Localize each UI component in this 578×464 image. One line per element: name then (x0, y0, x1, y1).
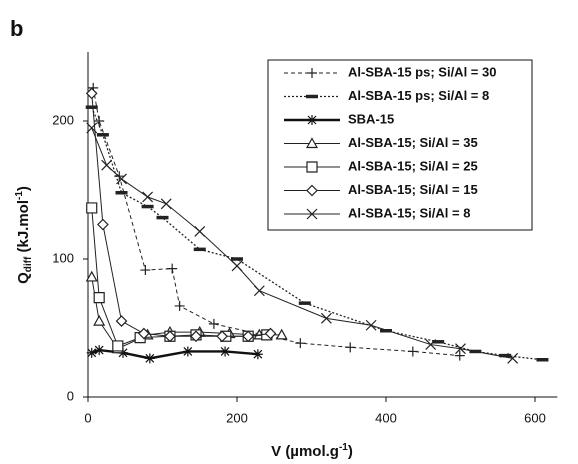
marker (306, 184, 318, 197)
marker (252, 349, 263, 360)
y-tick-label: 0 (67, 388, 74, 403)
marker (275, 328, 288, 340)
marker (264, 327, 277, 340)
series-line (91, 207, 267, 347)
marker (115, 315, 128, 327)
marker (454, 350, 465, 361)
legend-label: Al-SBA-15 ps; Si/Al = 8 (348, 88, 489, 103)
x-tick-label: 600 (524, 410, 546, 425)
marker (138, 327, 150, 340)
marker (242, 330, 255, 343)
marker (112, 340, 124, 352)
marker (86, 347, 97, 358)
marker (164, 330, 176, 343)
series-line (91, 93, 271, 337)
marker (144, 353, 155, 364)
x-tick-label: 200 (226, 410, 248, 425)
marker (86, 122, 98, 134)
x-axis-label: V (µmol.g-1) (271, 442, 353, 460)
marker (174, 300, 185, 311)
marker (93, 314, 106, 326)
marker (253, 285, 265, 297)
marker (216, 330, 228, 343)
x-label-main: V (µmol.g (271, 443, 339, 460)
y-tick-label: 200 (52, 112, 74, 127)
marker (97, 218, 109, 231)
marker (86, 202, 98, 214)
legend-label: Al-SBA-15; Si/Al = 15 (348, 182, 478, 197)
marker (365, 319, 377, 331)
marker (306, 161, 318, 173)
legend-label: Al-SBA-15; Si/Al = 8 (348, 205, 470, 220)
y-axis-label: Qdiff (kJ.mol-1) (14, 186, 34, 284)
marker (407, 346, 418, 357)
marker (93, 292, 105, 304)
marker (307, 115, 317, 125)
marker (94, 116, 105, 126)
marker (160, 198, 172, 210)
marker (85, 270, 98, 282)
marker (220, 346, 231, 357)
marker (142, 191, 154, 203)
marker (167, 263, 178, 274)
legend-label: Al-SBA-15; Si/Al = 35 (348, 135, 478, 150)
marker (116, 173, 127, 185)
marker (507, 352, 519, 364)
marker (190, 330, 202, 343)
legend-label: Al-SBA-15; Si/Al = 25 (348, 158, 478, 173)
y-label-sub: diff (23, 256, 34, 272)
chart-title: b (10, 16, 23, 41)
marker (305, 137, 319, 149)
x-tick-label: 0 (84, 410, 91, 425)
marker (307, 68, 317, 78)
marker (94, 345, 105, 356)
marker (231, 260, 243, 272)
y-label-rest: (kJ.mol (15, 200, 32, 257)
marker (140, 265, 151, 276)
marker (182, 346, 193, 357)
marker (455, 343, 466, 355)
marker (85, 87, 98, 100)
y-label-sup: -1 (14, 191, 25, 200)
legend-label: Al-SBA-15 ps; Si/Al = 30 (348, 64, 496, 79)
y-label-end: ) (15, 186, 32, 191)
marker (101, 159, 113, 171)
y-label-main: Q (15, 272, 32, 284)
marker (425, 339, 437, 350)
y-tick-label: 100 (52, 250, 74, 265)
x-tick-label: 400 (375, 410, 397, 425)
marker (295, 338, 306, 349)
marker (208, 318, 219, 329)
marker (306, 208, 318, 220)
x-label-end: ) (348, 443, 353, 460)
marker (194, 225, 206, 237)
marker (345, 342, 356, 353)
legend-label: SBA-15 (348, 111, 394, 126)
x-label-sup: -1 (339, 442, 348, 453)
marker (320, 312, 332, 324)
